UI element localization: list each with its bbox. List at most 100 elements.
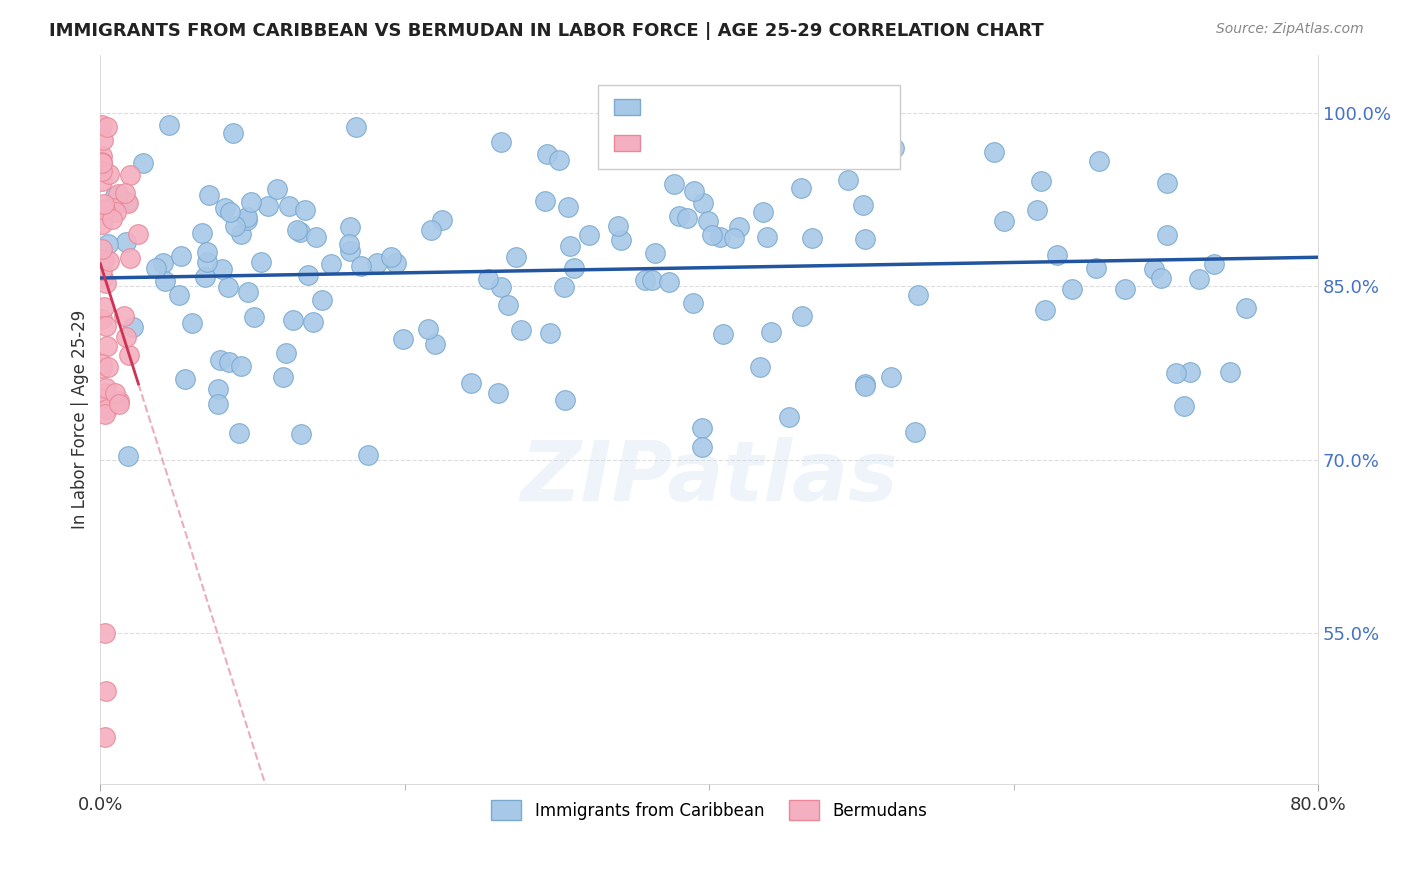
Point bbox=[218, 355, 240, 369]
Point bbox=[117, 450, 139, 464]
Point bbox=[127, 227, 149, 241]
Point bbox=[800, 231, 823, 245]
Point bbox=[115, 330, 138, 344]
Point bbox=[868, 125, 890, 139]
Point bbox=[690, 421, 713, 435]
Point bbox=[236, 285, 259, 299]
Point bbox=[285, 223, 308, 237]
Point bbox=[880, 370, 903, 384]
Point bbox=[1088, 154, 1111, 169]
Point bbox=[276, 345, 298, 359]
Point bbox=[1025, 202, 1047, 217]
Point bbox=[169, 288, 191, 302]
Point bbox=[108, 397, 131, 411]
Point bbox=[195, 244, 218, 259]
Point bbox=[219, 205, 242, 219]
Text: -0.230: -0.230 bbox=[696, 134, 761, 152]
Point bbox=[553, 279, 575, 293]
Point bbox=[339, 236, 361, 251]
Point bbox=[728, 219, 751, 234]
Point bbox=[321, 257, 343, 271]
Point bbox=[236, 213, 259, 227]
Point bbox=[1166, 366, 1188, 380]
Text: 0.071: 0.071 bbox=[696, 98, 752, 116]
Point bbox=[97, 237, 120, 252]
Point bbox=[486, 385, 509, 400]
Point bbox=[1156, 176, 1178, 190]
Point bbox=[294, 202, 316, 217]
Point bbox=[94, 731, 117, 745]
Point bbox=[217, 279, 239, 293]
Point bbox=[305, 230, 328, 244]
Point bbox=[103, 201, 125, 215]
Point bbox=[90, 312, 112, 326]
Point bbox=[634, 273, 657, 287]
Point bbox=[683, 184, 706, 198]
Point bbox=[853, 377, 876, 392]
Point bbox=[554, 392, 576, 407]
Point bbox=[96, 402, 118, 417]
Point bbox=[191, 226, 214, 240]
Point bbox=[690, 440, 713, 454]
Point bbox=[117, 196, 139, 211]
Point bbox=[194, 269, 217, 284]
Point bbox=[283, 312, 305, 326]
Point bbox=[419, 223, 441, 237]
Point bbox=[1114, 282, 1136, 296]
Point bbox=[852, 198, 875, 212]
Point bbox=[288, 225, 311, 239]
Point bbox=[107, 187, 129, 202]
Text: R =: R = bbox=[654, 98, 693, 116]
Point bbox=[96, 684, 118, 698]
Point bbox=[214, 201, 236, 215]
Point bbox=[94, 626, 117, 640]
Point bbox=[1143, 261, 1166, 276]
Point bbox=[853, 232, 876, 246]
Point bbox=[118, 348, 141, 362]
Point bbox=[790, 180, 813, 194]
Point bbox=[749, 360, 772, 375]
Point bbox=[796, 121, 818, 136]
Point bbox=[105, 205, 128, 219]
Point bbox=[1156, 228, 1178, 243]
Point bbox=[1029, 174, 1052, 188]
Point bbox=[98, 254, 121, 268]
Point bbox=[641, 273, 664, 287]
Point bbox=[236, 210, 259, 224]
Text: IMMIGRANTS FROM CARIBBEAN VS BERMUDAN IN LABOR FORCE | AGE 25-29 CORRELATION CHA: IMMIGRANTS FROM CARIBBEAN VS BERMUDAN IN… bbox=[49, 22, 1045, 40]
Point bbox=[153, 274, 176, 288]
Point bbox=[231, 227, 253, 242]
Point bbox=[1204, 257, 1226, 271]
Point bbox=[104, 189, 127, 203]
Point bbox=[249, 255, 271, 269]
Point bbox=[266, 182, 288, 196]
Point bbox=[108, 393, 131, 408]
Point bbox=[114, 235, 136, 249]
Point bbox=[907, 288, 929, 302]
Point bbox=[96, 339, 118, 353]
Point bbox=[700, 227, 723, 242]
Point bbox=[709, 230, 731, 244]
Text: 147: 147 bbox=[792, 98, 830, 116]
Point bbox=[1150, 270, 1173, 285]
Point bbox=[668, 209, 690, 223]
Point bbox=[94, 203, 117, 218]
Point bbox=[221, 126, 243, 140]
Point bbox=[835, 130, 858, 145]
Point bbox=[91, 164, 114, 178]
Point bbox=[90, 118, 112, 132]
Point bbox=[606, 219, 628, 234]
Point bbox=[209, 353, 232, 368]
Point bbox=[547, 153, 569, 168]
Point bbox=[240, 195, 263, 210]
Point bbox=[90, 154, 112, 169]
Point bbox=[357, 448, 380, 462]
Point bbox=[90, 174, 112, 188]
Point bbox=[96, 276, 118, 290]
Point bbox=[1085, 261, 1108, 276]
Point bbox=[385, 256, 408, 270]
Point bbox=[562, 261, 585, 276]
Point bbox=[91, 271, 114, 285]
Point bbox=[93, 407, 115, 421]
Point bbox=[676, 211, 699, 225]
